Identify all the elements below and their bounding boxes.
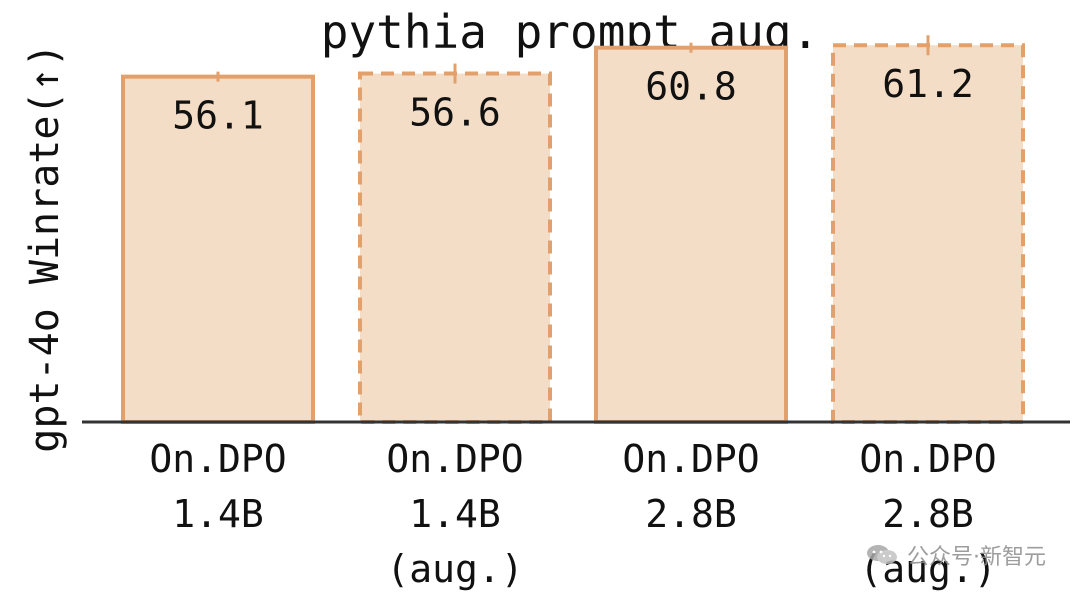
- bar-value-label: 61.2: [882, 62, 974, 106]
- x-tick-label: On.DPO: [622, 437, 759, 481]
- bar-value-label: 60.8: [645, 65, 737, 109]
- x-tick-label: On.DPO: [859, 437, 996, 481]
- x-tick-label: 2.8B: [882, 492, 974, 536]
- x-tick-label: (aug.): [386, 547, 523, 591]
- bar: [358, 71, 552, 425]
- x-tick-label: On.DPO: [386, 437, 523, 481]
- bar-value-label: 56.6: [409, 91, 501, 135]
- x-tick-label: On.DPO: [149, 437, 286, 481]
- x-tick-label: 1.4B: [409, 492, 501, 536]
- y-axis-label: gpt-4o Winrate(↑): [22, 43, 68, 452]
- x-tick-label: (aug.): [859, 547, 996, 591]
- x-tick-label: 1.4B: [172, 492, 264, 536]
- bar: [121, 74, 315, 425]
- x-tick-label: 2.8B: [645, 492, 737, 536]
- bar-value-label: 56.1: [172, 94, 264, 138]
